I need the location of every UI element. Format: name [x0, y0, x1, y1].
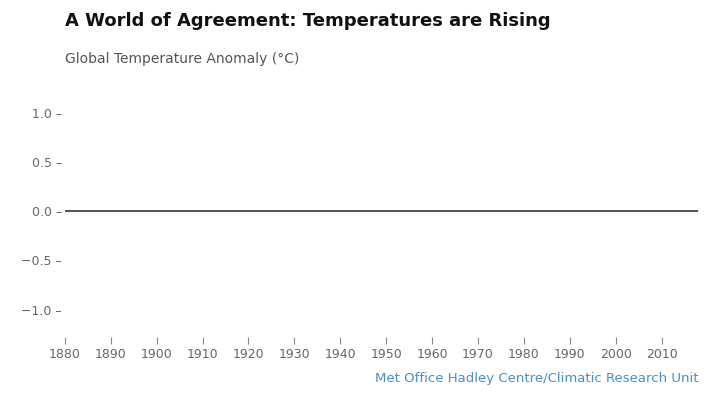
Text: Global Temperature Anomaly (°C): Global Temperature Anomaly (°C): [65, 52, 300, 66]
Text: Met Office Hadley Centre/Climatic Research Unit: Met Office Hadley Centre/Climatic Resear…: [375, 372, 698, 385]
Text: A World of Agreement: Temperatures are Rising: A World of Agreement: Temperatures are R…: [65, 12, 550, 30]
